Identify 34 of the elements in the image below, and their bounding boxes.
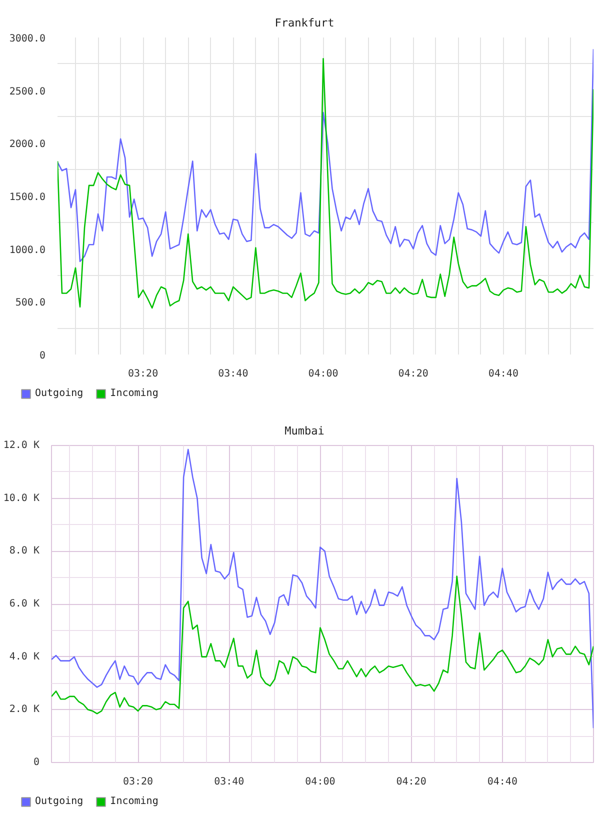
y-tick-label: 500.0 <box>15 298 46 309</box>
x-tick-label: 03:40 <box>218 368 248 380</box>
y-tick-label: 2.0 K <box>9 704 40 716</box>
chart-title: Frankfurt <box>274 16 334 30</box>
x-tick-label: 04:40 <box>487 776 518 788</box>
x-tick-label: 04:20 <box>398 368 428 380</box>
legend-label: Outgoing <box>35 388 84 399</box>
y-tick-label: 0 <box>33 757 40 768</box>
x-tick-label: 03:20 <box>128 368 158 380</box>
y-tick-label: 10.0 K <box>3 492 40 504</box>
x-tick-label: 04:00 <box>305 776 336 788</box>
y-tick-label: 6.0 K <box>9 598 40 610</box>
x-tick-label: 04:20 <box>396 776 426 788</box>
line-series <box>52 448 594 729</box>
y-tick-label: 1500.0 <box>9 192 46 203</box>
y-tick-label: 0 <box>39 350 46 362</box>
line-series <box>52 576 594 714</box>
x-tick-label: 04:00 <box>308 368 338 380</box>
x-tick-label: 03:20 <box>122 776 154 788</box>
legend-label: Incoming <box>110 796 158 807</box>
y-tick-label: 8.0 K <box>9 546 40 557</box>
line-series <box>58 58 594 309</box>
x-tick-label: 04:40 <box>488 368 518 380</box>
y-tick-label: 4.0 K <box>9 651 40 662</box>
y-tick-label: 1000.0 <box>9 244 46 256</box>
legend-label: Outgoing <box>35 796 84 807</box>
line-series <box>58 48 594 262</box>
x-tick-label: 03:40 <box>214 776 244 788</box>
y-tick-label: 2500.0 <box>9 86 46 98</box>
y-tick-label: 12.0 K <box>3 440 40 451</box>
chart-title: Mumbai <box>284 424 324 438</box>
legend-label: Incoming <box>110 388 158 399</box>
y-tick-label: 3000.0 <box>9 34 46 44</box>
y-tick-label: 2000.0 <box>9 139 46 150</box>
